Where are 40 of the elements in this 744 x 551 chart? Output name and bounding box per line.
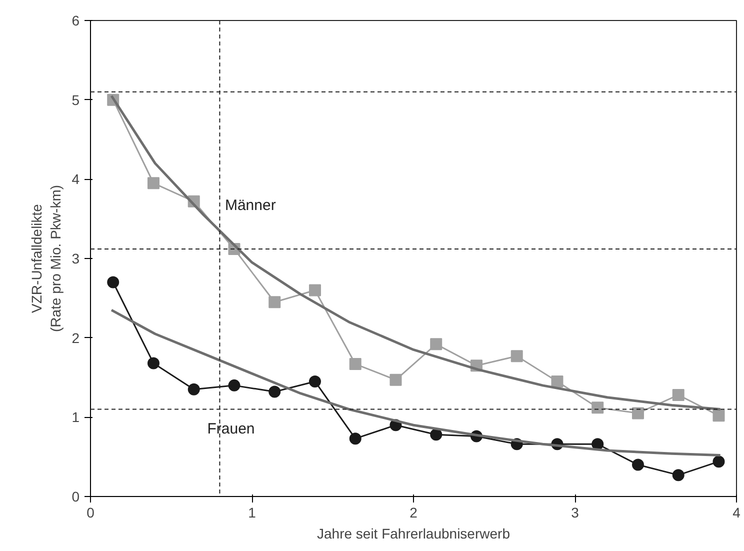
y-tick-label: 1 xyxy=(72,409,80,426)
y-tick-label: 0 xyxy=(72,488,80,504)
point xyxy=(308,375,321,388)
point xyxy=(592,402,604,414)
x-tick-label: 1 xyxy=(248,504,256,520)
point xyxy=(430,338,442,350)
y-tick-label: 3 xyxy=(72,250,80,266)
point xyxy=(632,458,644,471)
x-tick-label: 3 xyxy=(571,504,580,520)
x-tick-label: 4 xyxy=(732,504,741,520)
point xyxy=(672,388,684,401)
point xyxy=(188,383,200,396)
y-axis-title: VZR-Unfalldelikte (Rate pro Mio. Pkw-km) xyxy=(28,184,64,332)
point xyxy=(712,410,725,422)
point xyxy=(592,438,604,450)
point xyxy=(672,469,684,482)
point xyxy=(228,379,240,392)
point xyxy=(268,296,281,308)
point xyxy=(147,357,160,370)
series-label: Frauen xyxy=(207,420,255,438)
point xyxy=(712,456,725,468)
point xyxy=(349,358,362,370)
x-tick-label: 2 xyxy=(410,504,418,520)
y-tick-label: 2 xyxy=(72,330,80,346)
point xyxy=(349,432,362,445)
point xyxy=(510,350,523,362)
y-tick-label: 5 xyxy=(72,92,80,108)
point xyxy=(430,428,442,441)
point xyxy=(107,276,120,288)
point xyxy=(551,375,564,388)
point xyxy=(308,284,321,296)
x-axis-title: Jahre seit Fahrerlaubniserwerb xyxy=(317,526,510,542)
point xyxy=(268,386,281,398)
y-tick-label: 4 xyxy=(72,171,80,188)
point xyxy=(632,407,644,420)
point xyxy=(390,374,402,386)
point xyxy=(147,177,160,190)
series-label: Männer xyxy=(224,196,276,214)
y-tick-label: 6 xyxy=(72,12,80,28)
x-tick-label: 0 xyxy=(86,504,95,520)
